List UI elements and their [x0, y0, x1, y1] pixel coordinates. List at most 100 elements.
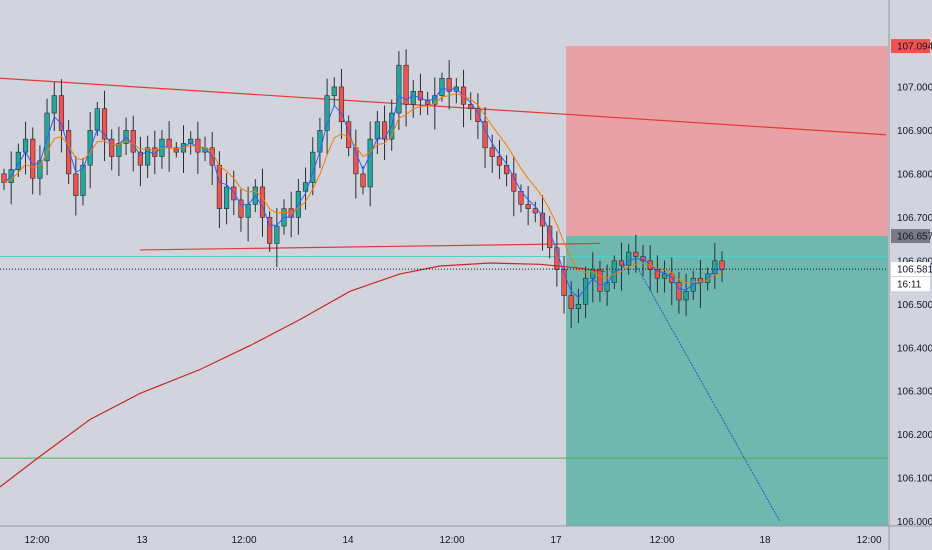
candle-body — [166, 138, 172, 149]
candle-body — [94, 108, 100, 131]
candle-body — [712, 260, 718, 275]
candle-body — [582, 277, 589, 305]
candle-body — [324, 95, 330, 131]
candle-body — [374, 121, 380, 140]
candle-body — [274, 225, 280, 244]
ma-long-line — [0, 262, 606, 488]
candle-body — [87, 130, 93, 166]
candle-body — [331, 86, 337, 96]
time-tick-label: 18 — [759, 535, 771, 546]
candle-body — [683, 290, 689, 301]
candle-body — [568, 295, 574, 309]
time-tick-label: 13 — [136, 535, 148, 546]
candle-body — [532, 208, 538, 214]
candle-body — [489, 147, 495, 157]
candle-body — [475, 108, 481, 123]
candle-body — [618, 260, 625, 266]
price-tick-label: 106.000 — [897, 517, 932, 528]
candle-body — [353, 147, 359, 175]
price-tick-label: 106.300 — [897, 387, 932, 398]
candle-body — [216, 164, 223, 209]
candle-body — [145, 147, 151, 166]
candle-body — [410, 90, 416, 105]
price-tick-label: 106.200 — [897, 430, 932, 441]
candle-body — [640, 256, 646, 262]
trendline-1 — [139, 242, 601, 251]
candle-body — [661, 273, 668, 279]
price-tick-label: 106.700 — [897, 213, 932, 224]
time-tick-label: 17 — [550, 535, 562, 546]
candle-body — [195, 138, 201, 153]
candle-body — [719, 260, 725, 270]
candle-body — [137, 151, 144, 166]
candle-body — [626, 251, 632, 266]
candle-body — [525, 204, 531, 209]
stop-price-tag-bg — [891, 39, 930, 54]
candle-body — [468, 104, 474, 109]
price-tick-label: 106.600 — [897, 256, 932, 267]
candle-body — [223, 186, 230, 209]
candle-body — [116, 143, 122, 157]
price-tick-label: 106.400 — [897, 343, 932, 354]
time-tick-label: 12:00 — [439, 535, 464, 546]
candle-body — [597, 269, 603, 292]
candle-body — [604, 282, 610, 292]
candle-body — [590, 269, 596, 279]
ma-fast-line — [3, 87, 723, 299]
candle-body — [697, 277, 704, 283]
price-tick-label: 106.900 — [897, 126, 932, 137]
projection-path — [635, 264, 781, 522]
entry-price-tag: 106.657 — [897, 232, 932, 243]
candle-body — [425, 99, 431, 105]
candle-body — [188, 138, 194, 144]
candle-body — [22, 138, 29, 153]
candle-body — [130, 130, 136, 153]
candle-body — [37, 160, 43, 179]
candle-body — [496, 156, 503, 166]
candle-body — [317, 130, 323, 153]
take-profit-zone — [566, 236, 888, 527]
candle-body — [367, 138, 373, 188]
candle-body — [633, 251, 639, 257]
trendline-0 — [0, 77, 887, 136]
candle-body — [58, 95, 65, 131]
candle-body — [73, 173, 79, 196]
price-tick-label: 106.100 — [897, 474, 932, 485]
candle-body — [417, 90, 424, 101]
stop-price-tag: 107.094 — [897, 42, 932, 53]
price-tick-label: 106.500 — [897, 300, 932, 311]
candle-body — [511, 173, 517, 192]
time-tick-label: 12:00 — [231, 535, 256, 546]
current-price-tag: 106.581 — [897, 265, 932, 276]
candle-body — [432, 95, 438, 105]
candle-body — [539, 212, 546, 227]
candle-body — [245, 204, 251, 218]
candle-body — [238, 199, 244, 218]
countdown-bg — [891, 277, 930, 292]
time-tick-label: 12:00 — [24, 535, 49, 546]
candle-body — [439, 77, 445, 96]
price-tick-label: 106.800 — [897, 169, 932, 180]
candle-body — [346, 121, 352, 149]
stop-loss-zone — [566, 46, 888, 237]
candle-body — [676, 282, 682, 301]
time-tick-label: 12:00 — [856, 535, 881, 546]
candle-body — [80, 164, 86, 196]
candle-body — [231, 186, 237, 201]
candle-body — [30, 138, 36, 179]
entry-price-tag-bg — [891, 229, 930, 244]
candle-body — [503, 164, 510, 175]
candle-body — [101, 108, 108, 140]
ma-slow-line — [3, 92, 723, 284]
time-tick-label: 14 — [342, 535, 354, 546]
candle-body — [259, 186, 266, 218]
candle-body — [66, 130, 72, 175]
candle-body — [381, 121, 388, 140]
time-tick-label: 12:00 — [649, 535, 674, 546]
candle-body — [51, 95, 57, 114]
candle-body — [338, 86, 345, 123]
candle-body — [396, 64, 402, 114]
candle-body — [403, 64, 409, 105]
